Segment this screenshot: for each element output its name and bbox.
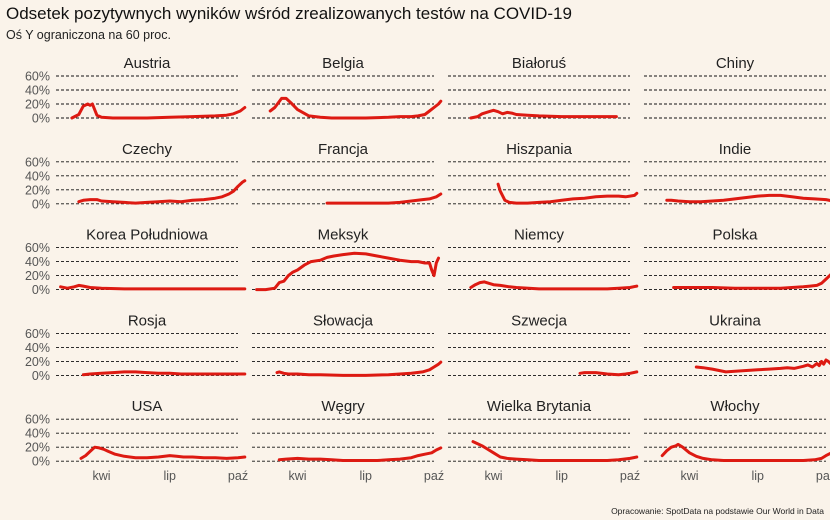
panel-title-austria: Austria bbox=[124, 55, 171, 72]
x-tick-label: paź bbox=[620, 469, 640, 483]
x-tick-label: lip bbox=[359, 469, 372, 483]
y-tick-label: 20% bbox=[25, 355, 50, 369]
panel-title-francja: Francja bbox=[318, 141, 369, 158]
y-tick-label: 0% bbox=[32, 369, 50, 383]
panel-title-niemcy: Niemcy bbox=[514, 227, 565, 244]
series-line-korea-poludniowa bbox=[59, 283, 247, 291]
y-tick-label: 0% bbox=[32, 112, 50, 126]
x-tick-label: paź bbox=[228, 469, 248, 483]
panel-title-usa: USA bbox=[132, 398, 163, 415]
x-tick-label: lip bbox=[751, 469, 764, 483]
y-tick-label: 40% bbox=[25, 169, 50, 183]
page-subtitle: Oś Y ograniczona na 60 proc. bbox=[6, 28, 171, 42]
panel-title-slowacja: Słowacja bbox=[313, 312, 374, 329]
y-tick-label: 40% bbox=[25, 84, 50, 98]
series-line-wielka-brytania bbox=[471, 440, 639, 462]
series-line-niemcy bbox=[469, 280, 639, 291]
series-line-czechy bbox=[77, 179, 247, 205]
y-tick-label: 60% bbox=[25, 241, 50, 255]
series-line-ukraina bbox=[694, 358, 830, 374]
x-tick-label: kwi bbox=[288, 469, 306, 483]
series-line-francja bbox=[325, 192, 443, 205]
series-line-wegry bbox=[277, 446, 443, 462]
x-tick-label: kwi bbox=[92, 469, 110, 483]
series-line-bialorus bbox=[469, 108, 618, 120]
y-tick-label: 60% bbox=[25, 155, 50, 169]
x-tick-label: kwi bbox=[484, 469, 502, 483]
page-title: Odsetek pozytywnych wyników wśród zreali… bbox=[6, 4, 572, 23]
y-tick-label: 40% bbox=[25, 341, 50, 355]
series-line-usa bbox=[79, 445, 247, 460]
panel-title-chiny: Chiny bbox=[716, 55, 755, 72]
series-line-austria bbox=[70, 102, 247, 120]
x-tick-label: kwi bbox=[680, 469, 698, 483]
y-tick-label: 0% bbox=[32, 283, 50, 297]
panel-title-szwecja: Szwecja bbox=[511, 312, 568, 329]
series-line-hiszpania bbox=[496, 182, 639, 205]
y-tick-label: 20% bbox=[25, 269, 50, 283]
y-tick-label: 0% bbox=[32, 455, 50, 469]
x-tick-label: lip bbox=[163, 469, 176, 483]
source-note: Opracowanie: SpotData na podstawie Our W… bbox=[611, 506, 824, 516]
panel-title-wegry: Węgry bbox=[321, 398, 365, 415]
panel-title-czechy: Czechy bbox=[122, 141, 173, 158]
y-tick-label: 60% bbox=[25, 327, 50, 341]
y-tick-label: 0% bbox=[32, 197, 50, 211]
series-line-indie bbox=[665, 193, 830, 204]
panel-title-meksyk: Meksyk bbox=[318, 227, 369, 244]
series-line-wlochy bbox=[660, 442, 830, 462]
panel-title-indie: Indie bbox=[719, 141, 752, 158]
panel-title-belgia: Belgia bbox=[322, 55, 364, 72]
series-line-slowacja bbox=[275, 360, 443, 377]
y-tick-label: 20% bbox=[25, 441, 50, 455]
x-tick-label: paź bbox=[424, 469, 444, 483]
series-line-rosja bbox=[81, 370, 247, 377]
x-tick-label: lip bbox=[555, 469, 568, 483]
panel-title-korea-poludniowa: Korea Południowa bbox=[86, 227, 208, 244]
panel-title-hiszpania: Hiszpania bbox=[506, 141, 573, 158]
panel-title-wlochy: Włochy bbox=[710, 398, 760, 415]
y-tick-label: 20% bbox=[25, 98, 50, 112]
series-line-szwecja bbox=[578, 370, 639, 377]
x-tick-label: paź bbox=[816, 469, 830, 483]
panel-title-bialorus: Białoruś bbox=[512, 55, 566, 72]
panel-title-polska: Polska bbox=[712, 227, 758, 244]
panel-title-rosja: Rosja bbox=[128, 312, 167, 329]
panel-title-ukraina: Ukraina bbox=[709, 312, 761, 329]
y-tick-label: 40% bbox=[25, 255, 50, 269]
y-tick-label: 40% bbox=[25, 427, 50, 441]
series-line-meksyk bbox=[255, 251, 440, 292]
panel-title-wielka-brytania: Wielka Brytania bbox=[487, 398, 592, 415]
series-line-belgia bbox=[268, 96, 443, 120]
y-tick-label: 60% bbox=[25, 70, 50, 84]
y-tick-label: 60% bbox=[25, 413, 50, 427]
y-tick-label: 20% bbox=[25, 183, 50, 197]
series-line-polska bbox=[672, 273, 830, 290]
